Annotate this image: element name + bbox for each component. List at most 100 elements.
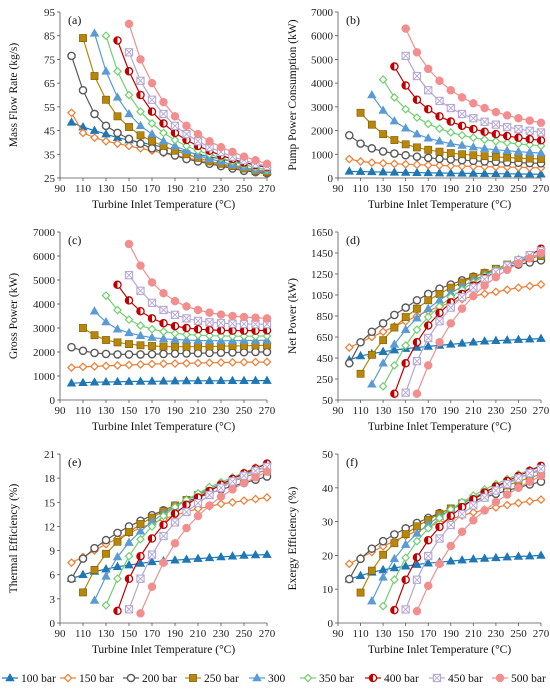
x-axis-label: Turbine Inlet Temperature (°C) [92,644,236,656]
data-point [79,588,87,597]
data-point [423,361,433,370]
data-point [182,330,191,339]
data-point [412,606,422,616]
data-point [239,152,249,161]
data-point [113,305,122,315]
data-point [182,342,191,351]
data-point [412,95,422,104]
data-point [216,319,226,328]
x-tick-label: 150 [121,405,138,417]
legend-label: 300 [268,673,286,685]
data-point [435,147,444,156]
series [356,252,545,378]
data-point [469,291,478,301]
data-point [379,130,388,139]
data-point [124,271,134,280]
data-point [423,321,433,330]
data-point [113,36,122,45]
data-point [101,66,111,75]
data-point [216,326,226,335]
data-point [513,139,523,149]
y-tick-label: 3 [50,594,56,606]
data-point [401,81,410,90]
data-point [170,509,180,518]
data-point [536,136,546,145]
y-tick-label: 10 [322,584,334,596]
series-line [71,554,268,580]
data-point [262,347,272,357]
data-point [89,28,100,37]
y-tick-label: 4000 [33,299,56,311]
data-point [262,159,272,169]
data-point [216,552,226,561]
data-point [378,167,388,176]
data-point [182,323,191,333]
data-point [159,558,168,567]
x-tick-label: 210 [465,628,482,640]
data-point [101,136,111,146]
data-point [78,554,88,563]
data-point [491,168,501,178]
data-point [389,575,399,585]
data-point [536,550,546,559]
data-point [124,350,134,359]
y-tick-label: 15 [44,497,56,509]
data-point [378,358,388,367]
data-point [412,71,422,81]
legend-label: 450 bar [448,673,483,685]
y-axis-label: Mass Flow Rate (kg/s) [8,43,20,148]
data-point [423,104,433,114]
data-point [457,93,467,102]
data-point [181,554,192,563]
data-point [124,560,134,569]
x-tick-label: 250 [236,405,253,417]
x-tick-label: 130 [375,405,392,417]
data-point [412,325,422,335]
data-point [412,553,422,562]
y-tick-label: 1250 [311,269,334,281]
data-point [525,469,534,478]
data-point [356,337,365,347]
data-point [513,498,523,508]
panel-label: (c) [68,233,81,247]
data-point [513,551,524,560]
data-point [124,360,134,370]
data-point [457,292,467,302]
y-tick-label: 25 [44,173,56,185]
data-point [378,105,388,114]
data-point [491,335,501,344]
data-point [491,162,501,172]
data-point [378,346,388,356]
x-tick-label: 210 [190,628,207,640]
data-point [446,339,456,348]
data-point [435,308,444,318]
x-tick-label: 190 [167,405,184,417]
x-tick-label: 150 [121,183,138,195]
data-point [446,303,455,312]
data-point [101,600,111,610]
legend-marker [63,673,73,683]
data-point [159,305,168,315]
y-tick-label: 75 [44,54,56,66]
data-point [378,541,388,551]
data-point [193,358,203,368]
data-point [124,239,134,249]
data-point [79,324,87,332]
data-point [112,552,123,561]
data-point [112,92,123,101]
data-point [216,331,226,341]
data-point [216,492,226,501]
data-point [412,536,422,546]
data-point [193,498,203,508]
data-point [251,155,260,165]
data-point [491,486,501,495]
data-point [124,574,134,583]
data-point [525,154,534,163]
data-point [502,145,512,155]
data-point [136,551,145,561]
data-point [389,116,400,125]
x-tick-label: 130 [98,183,115,195]
data-point [250,549,261,559]
series-line [349,170,542,175]
data-point [136,360,145,369]
